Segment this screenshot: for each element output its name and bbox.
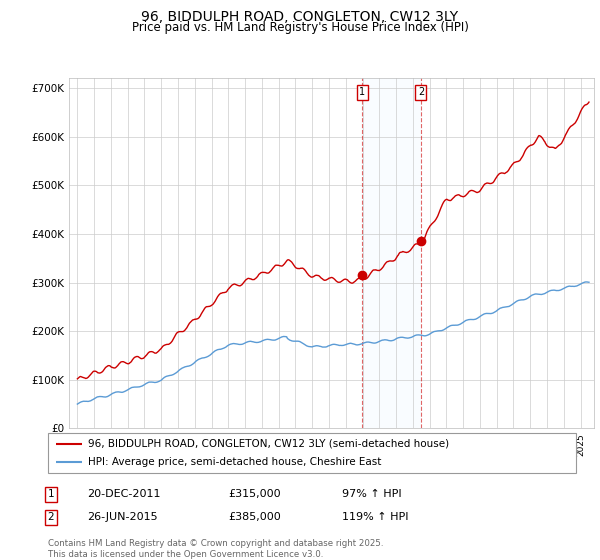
Text: 97% ↑ HPI: 97% ↑ HPI bbox=[342, 489, 401, 500]
Text: 1: 1 bbox=[359, 87, 365, 97]
FancyBboxPatch shape bbox=[48, 433, 576, 473]
Text: £385,000: £385,000 bbox=[228, 512, 281, 522]
Bar bbox=[362, 78, 421, 428]
Text: 1: 1 bbox=[47, 489, 55, 500]
Text: 2: 2 bbox=[47, 512, 55, 522]
Text: 26-JUN-2015: 26-JUN-2015 bbox=[87, 512, 158, 522]
Text: Price paid vs. HM Land Registry's House Price Index (HPI): Price paid vs. HM Land Registry's House … bbox=[131, 21, 469, 34]
Text: 96, BIDDULPH ROAD, CONGLETON, CW12 3LY: 96, BIDDULPH ROAD, CONGLETON, CW12 3LY bbox=[142, 10, 458, 24]
Text: HPI: Average price, semi-detached house, Cheshire East: HPI: Average price, semi-detached house,… bbox=[88, 458, 381, 467]
Text: £315,000: £315,000 bbox=[228, 489, 281, 500]
Text: 96, BIDDULPH ROAD, CONGLETON, CW12 3LY (semi-detached house): 96, BIDDULPH ROAD, CONGLETON, CW12 3LY (… bbox=[88, 439, 449, 449]
Text: 119% ↑ HPI: 119% ↑ HPI bbox=[342, 512, 409, 522]
Text: 2: 2 bbox=[418, 87, 424, 97]
Text: Contains HM Land Registry data © Crown copyright and database right 2025.
This d: Contains HM Land Registry data © Crown c… bbox=[48, 539, 383, 559]
Text: 20-DEC-2011: 20-DEC-2011 bbox=[87, 489, 161, 500]
